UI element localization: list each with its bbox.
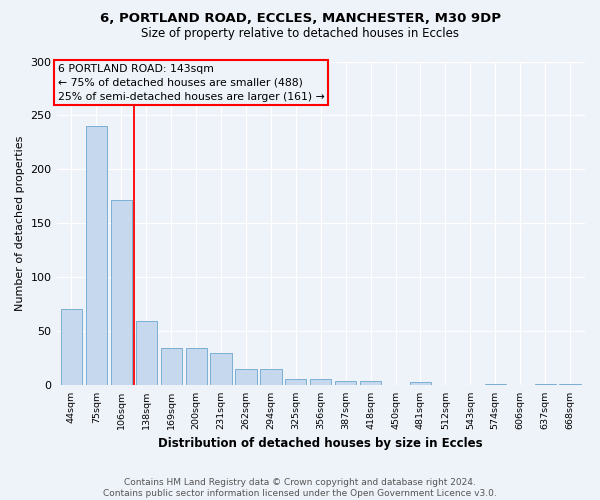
Bar: [310, 379, 331, 386]
Bar: [559, 384, 581, 386]
Text: Size of property relative to detached houses in Eccles: Size of property relative to detached ho…: [141, 28, 459, 40]
Bar: [235, 369, 257, 386]
Bar: [410, 382, 431, 386]
Bar: [535, 384, 556, 386]
Bar: [161, 348, 182, 386]
Text: Contains HM Land Registry data © Crown copyright and database right 2024.
Contai: Contains HM Land Registry data © Crown c…: [103, 478, 497, 498]
Text: 6, PORTLAND ROAD, ECCLES, MANCHESTER, M30 9DP: 6, PORTLAND ROAD, ECCLES, MANCHESTER, M3…: [100, 12, 500, 26]
X-axis label: Distribution of detached houses by size in Eccles: Distribution of detached houses by size …: [158, 437, 483, 450]
Bar: [136, 320, 157, 386]
Bar: [285, 379, 307, 386]
Bar: [485, 384, 506, 386]
Y-axis label: Number of detached properties: Number of detached properties: [15, 136, 25, 311]
Bar: [211, 353, 232, 386]
Bar: [111, 200, 132, 386]
Bar: [86, 126, 107, 386]
Bar: [260, 369, 281, 386]
Bar: [360, 381, 381, 386]
Text: 6 PORTLAND ROAD: 143sqm
← 75% of detached houses are smaller (488)
25% of semi-d: 6 PORTLAND ROAD: 143sqm ← 75% of detache…: [58, 64, 325, 102]
Bar: [61, 309, 82, 386]
Bar: [335, 381, 356, 386]
Bar: [185, 348, 207, 386]
